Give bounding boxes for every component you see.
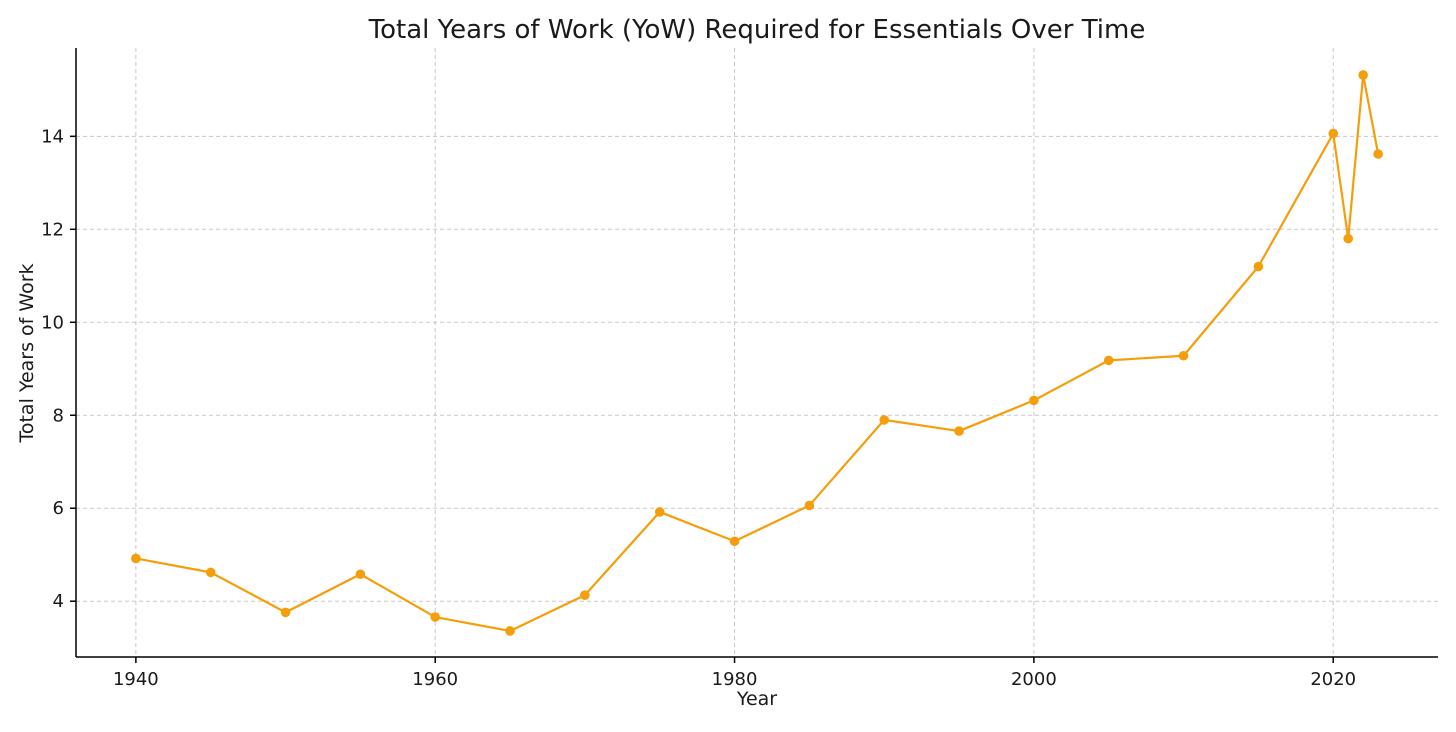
data-point [954, 426, 964, 436]
y-tick-label: 14 [41, 126, 64, 147]
y-tick-label: 12 [41, 219, 64, 240]
axes [75, 48, 1438, 658]
tick-marks: 1940 1960 1980 2000 2020 4 6 8 10 12 14 [41, 126, 1356, 690]
x-tick-label: 2020 [1310, 669, 1356, 690]
grid-lines [76, 48, 1438, 657]
x-tick-label: 1940 [113, 669, 159, 690]
y-tick-label: 10 [41, 312, 64, 333]
data-point [205, 567, 216, 578]
data-point [430, 612, 441, 622]
y-tick-label: 4 [53, 591, 64, 612]
data-point [580, 590, 590, 600]
data-point [1343, 233, 1353, 244]
data-point [879, 415, 890, 425]
x-tick-label: 1960 [412, 669, 458, 690]
data-point [1253, 261, 1264, 272]
data-point [1358, 70, 1368, 80]
data-point [1373, 149, 1383, 159]
data-point [131, 553, 141, 564]
data-point [654, 507, 665, 517]
data-point [1029, 395, 1039, 406]
chart-title: Total Years of Work (YoW) Required for E… [368, 15, 1146, 45]
data-point [1103, 355, 1114, 366]
data-point [1328, 128, 1339, 139]
x-tick-label: 1980 [712, 669, 758, 690]
x-tick-label: 2000 [1011, 669, 1057, 690]
y-tick-label: 6 [53, 498, 64, 519]
x-axis-label: Year [736, 688, 777, 710]
data-point [505, 626, 515, 636]
series-line [134, 73, 1380, 633]
data-point [1178, 350, 1189, 361]
data-point [355, 569, 366, 580]
series-layer [131, 70, 1383, 636]
y-tick-label: 8 [53, 405, 64, 426]
data-point [729, 536, 740, 547]
data-point [280, 607, 291, 618]
y-axis-label: Total Years of Work [16, 263, 38, 443]
data-point [804, 500, 815, 511]
